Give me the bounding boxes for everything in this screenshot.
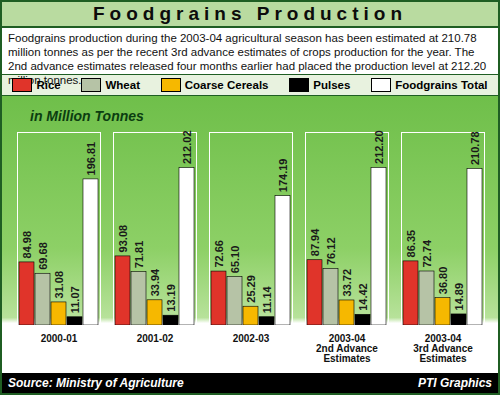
svg-text:36.80: 36.80	[437, 267, 449, 295]
svg-text:11.07: 11.07	[69, 286, 81, 313]
svg-text:33.72: 33.72	[341, 269, 353, 297]
svg-text:13.19: 13.19	[165, 284, 177, 312]
svg-text:174.19: 174.19	[277, 159, 289, 193]
html-text:in Million Tonnes: in Million Tonnes	[30, 108, 144, 124]
svg-text:2003-042nd AdvanceEstimates: 2003-042nd AdvanceEstimates	[316, 333, 378, 364]
svg-text:72.66: 72.66	[213, 240, 225, 268]
html-text:PTI Graphics: PTI Graphics	[418, 376, 492, 390]
svg-text:11.14: 11.14	[261, 285, 273, 313]
svg-text:87.94: 87.94	[309, 228, 321, 256]
svg-text:71.81: 71.81	[133, 241, 145, 269]
html-text:Wheat: Wheat	[105, 79, 140, 91]
html-text:Coarse Cereals: Coarse Cereals	[184, 79, 269, 91]
svg-text:210.78: 210.78	[469, 131, 481, 165]
svg-text:2003-043rd AdvanceEstimates: 2003-043rd AdvanceEstimates	[413, 333, 473, 364]
svg-text:2001-02: 2001-02	[137, 333, 174, 344]
svg-text:76.12: 76.12	[325, 237, 337, 265]
svg-text:31.08: 31.08	[53, 271, 65, 299]
svg-text:212.20: 212.20	[373, 130, 385, 164]
svg-text:2002-03: 2002-03	[233, 333, 270, 344]
svg-text:86.35: 86.35	[405, 230, 417, 258]
html-text:Pulses: Pulses	[313, 79, 351, 91]
svg-text:93.08: 93.08	[117, 225, 129, 253]
svg-text:65.10: 65.10	[229, 246, 241, 274]
html-text:Source: Ministry of Agricultur: Source: Ministry of Agriculture	[8, 376, 184, 390]
svg-text:69.68: 69.68	[37, 242, 49, 270]
svg-text:84.98: 84.98	[21, 231, 33, 259]
svg-text:2000-01: 2000-01	[41, 333, 78, 344]
html-text:Foodgrains Production: Foodgrains Production	[93, 3, 407, 24]
svg-text:14.42: 14.42	[357, 283, 369, 311]
svg-text:25.29: 25.29	[245, 275, 257, 303]
svg-text:72.74: 72.74	[421, 239, 433, 267]
svg-text:196.81: 196.81	[85, 142, 97, 176]
svg-text:33.94: 33.94	[149, 268, 161, 296]
svg-text:14.89: 14.89	[453, 283, 465, 311]
html-text:Rice: Rice	[36, 79, 61, 91]
html-text:Foodgrains production during t: Foodgrains production during the 2003-04…	[8, 32, 487, 86]
svg-text:212.02: 212.02	[181, 130, 193, 164]
html-text:Foodgrains Total: Foodgrains Total	[395, 79, 488, 91]
